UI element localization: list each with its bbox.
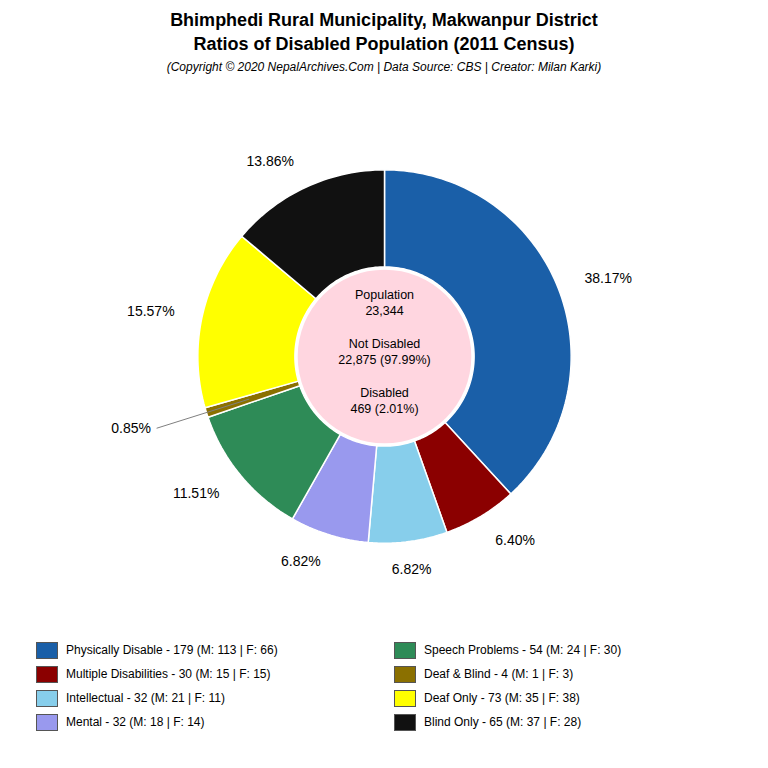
svg-text:0.85%: 0.85% (111, 420, 151, 436)
html-text:Mental - 32 (M: 18 | F: 14): Mental - 32 (M: 18 | F: 14) (66, 715, 205, 729)
svg-text:6.40%: 6.40% (495, 532, 535, 548)
html-text:Bhimphedi Rural Municipality,: Bhimphedi Rural Municipality, Makwanpur … (170, 10, 598, 30)
html-text:Intellectual - 32 (M: 21 | F:: Intellectual - 32 (M: 21 | F: 11) (66, 691, 225, 705)
svg-text:15.57%: 15.57% (127, 303, 174, 319)
html-text:Physically Disable - 179 (M: 1: Physically Disable - 179 (M: 113 | F: 66… (66, 643, 278, 657)
svg-text:6.82%: 6.82% (281, 553, 321, 569)
svg-text:6.82%: 6.82% (392, 561, 432, 577)
html-text:Multiple Disabilities - 30 (M:: Multiple Disabilities - 30 (M: 15 | F: 1… (66, 667, 271, 681)
html-text:Speech Problems - 54 (M: 24 |: Speech Problems - 54 (M: 24 | F: 30) (424, 643, 622, 657)
svg-text:Population23,344Not Disabled22: Population23,344Not Disabled22,875 (97.9… (338, 288, 430, 416)
svg-text:11.51%: 11.51% (173, 485, 219, 501)
svg-text:38.17%: 38.17% (585, 270, 632, 286)
html-text:Blind Only - 65 (M: 37 | F: 28: Blind Only - 65 (M: 37 | F: 28) (424, 715, 582, 729)
svg-text:13.86%: 13.86% (246, 153, 293, 169)
html-text:Deaf & Blind - 4 (M: 1 | F: 3): Deaf & Blind - 4 (M: 1 | F: 3) (424, 667, 574, 681)
html-text:(Copyright © 2020 NepalArchive: (Copyright © 2020 NepalArchives.Com | Da… (166, 60, 602, 74)
html-text:Deaf Only - 73 (M: 35 | F: 38): Deaf Only - 73 (M: 35 | F: 38) (424, 691, 580, 705)
html-text:Ratios of Disabled Population: Ratios of Disabled Population (2011 Cens… (193, 34, 575, 54)
